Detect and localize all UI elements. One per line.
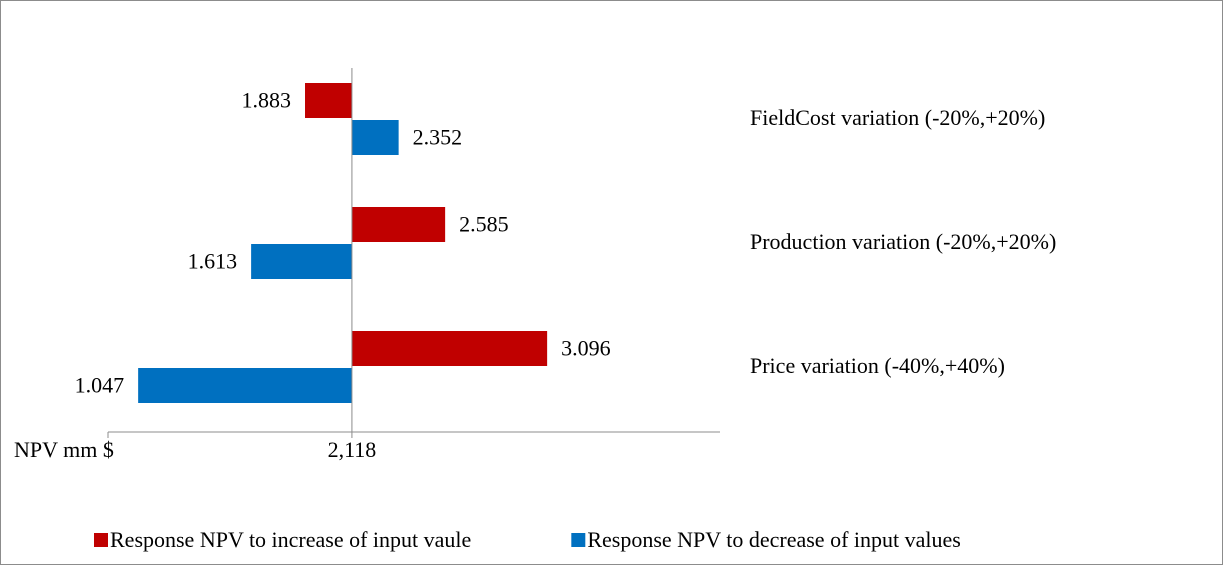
data-label: 1.883 [242, 88, 292, 113]
x-tick-label: 2,118 [328, 437, 377, 462]
legend-swatch [571, 533, 586, 547]
x-axis-label: NPV mm $ [14, 437, 114, 462]
data-label: 3.096 [561, 336, 611, 361]
data-label: 1.613 [188, 249, 238, 274]
category-label: Production variation (-20%,+20%) [750, 229, 1056, 254]
bar [351, 331, 548, 366]
legend-swatch [94, 533, 108, 547]
data-label: 2.352 [413, 125, 463, 150]
bar [351, 120, 399, 155]
bar [138, 368, 352, 403]
bar [251, 244, 352, 279]
legend-label: Response NPV to increase of input vaule [110, 527, 471, 552]
data-label: 1.047 [75, 373, 125, 398]
category-label: Price variation (-40%,+40%) [750, 353, 1005, 378]
bar [305, 83, 352, 118]
data-label: 2.585 [459, 212, 509, 237]
bar [351, 207, 446, 242]
legend-label: Response NPV to decrease of input values [587, 527, 961, 552]
category-label: FieldCost variation (-20%,+20%) [750, 105, 1045, 130]
